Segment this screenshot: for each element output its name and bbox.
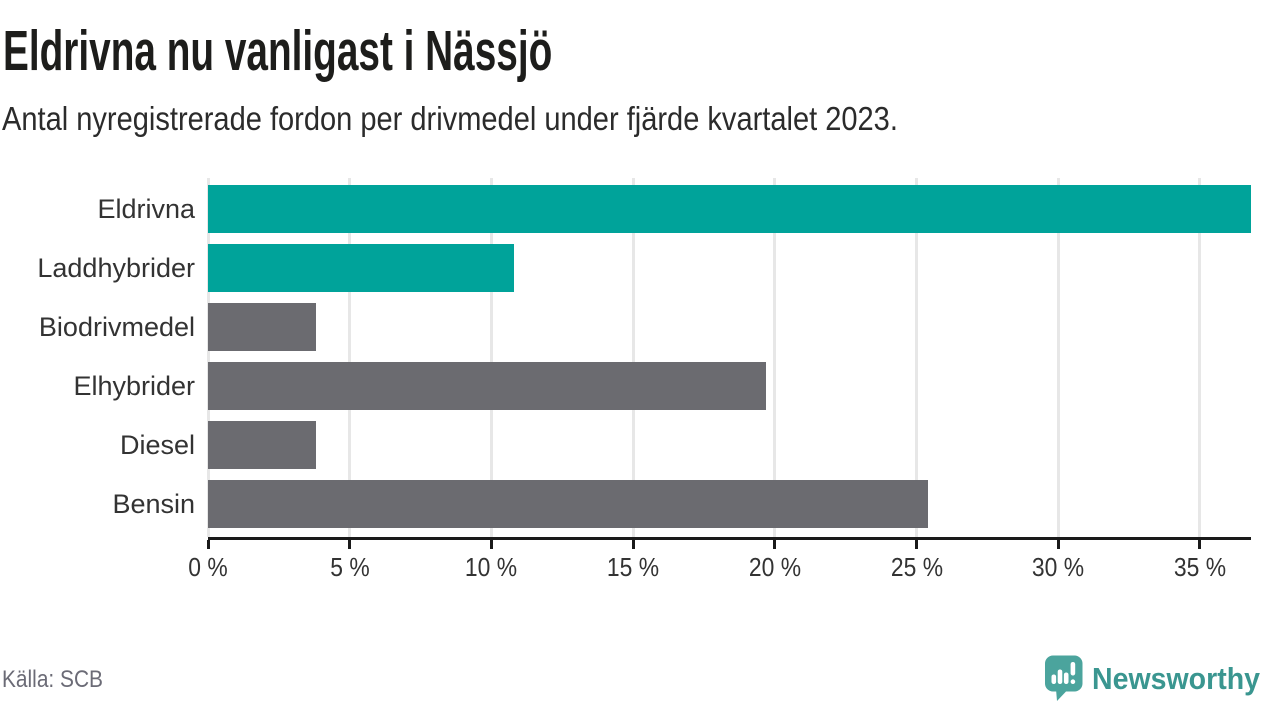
bar [208,303,316,351]
bar [208,362,767,410]
x-tick-label: 35 % [1173,552,1227,582]
category-label: Bensin [112,489,195,519]
x-tick-label: 10 % [465,552,518,582]
gridline [773,178,777,537]
x-tick-label: 15 % [607,552,660,582]
x-tick-mark [348,540,352,549]
x-tick-label: 30 % [1032,552,1085,582]
gridline [348,178,352,537]
gridline [631,178,635,537]
gridline [489,178,493,537]
category-label: Eldrivna [97,194,195,224]
newsworthy-wordmark: Newsworthy [1092,660,1261,696]
category-label: Biodrivmedel [38,312,195,342]
x-tick-mark [1198,540,1202,549]
gridline [1198,178,1202,537]
bar [208,421,316,469]
category-label: Laddhybrider [37,253,195,283]
x-tick-mark [773,540,777,549]
gridline [1056,178,1060,537]
x-tick-mark [915,540,919,549]
gridline [915,178,919,537]
category-label: Elhybrider [73,371,195,401]
newsworthy-logo: Newsworthy [1045,655,1275,702]
x-tick-label: 5 % [329,552,370,582]
x-tick-label: 20 % [748,552,801,582]
page-subtitle: Antal nyregistrerade fordon per drivmede… [2,100,898,137]
x-tick-mark [206,540,210,549]
gridline [206,178,210,537]
bar [208,244,515,292]
x-tick-label: 25 % [890,552,943,582]
page-title: Eldrivna nu vanligast i Nässjö [3,19,553,83]
source-note: Källa: SCB [2,666,103,693]
x-tick-mark [489,540,493,549]
category-label: Diesel [119,430,195,460]
x-tick-mark [631,540,635,549]
x-tick-label: 0 % [188,552,228,582]
plot-area: 0 % 5 % 10 % 15 % 20 % 25 % 30 % 35 % Eldrivna La… [37,178,1251,582]
bar [208,480,928,528]
bar [208,185,1251,233]
newsworthy-speech-bubble-bar-chart-icon [1045,655,1083,701]
x-tick-mark [1056,540,1060,549]
